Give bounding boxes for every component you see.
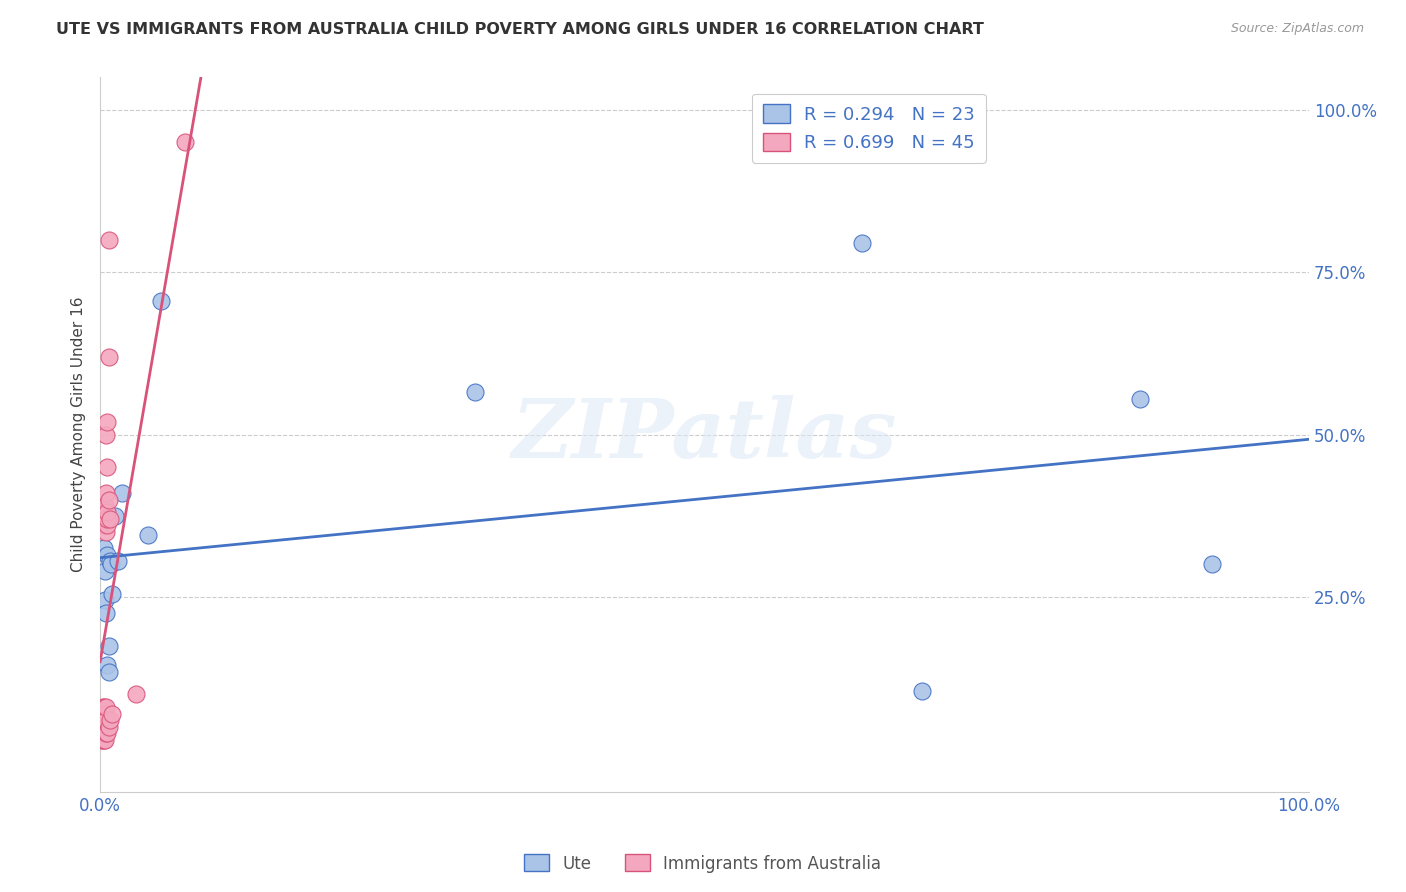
Point <box>97 233 120 247</box>
Point <box>1129 392 1152 406</box>
Point <box>94 499 117 513</box>
Point <box>93 700 115 714</box>
Point <box>101 587 124 601</box>
Point <box>101 706 124 721</box>
Point <box>96 726 118 740</box>
Point <box>125 687 148 701</box>
Text: Source: ZipAtlas.com: Source: ZipAtlas.com <box>1230 22 1364 36</box>
Legend: Ute, Immigrants from Australia: Ute, Immigrants from Australia <box>517 847 889 880</box>
Point <box>96 700 118 714</box>
Point <box>96 512 118 526</box>
Point <box>96 415 118 429</box>
Point <box>93 713 115 727</box>
Point <box>1201 558 1223 572</box>
Point <box>173 136 195 150</box>
Point <box>90 720 112 734</box>
Point <box>98 713 121 727</box>
Point <box>96 658 118 673</box>
Point <box>93 706 115 721</box>
Point <box>97 639 120 653</box>
Point <box>98 554 121 568</box>
Point <box>98 512 121 526</box>
Point <box>91 726 114 740</box>
Point <box>97 492 120 507</box>
Point <box>911 684 934 698</box>
Point <box>94 720 117 734</box>
Point <box>100 558 122 572</box>
Point <box>91 706 114 721</box>
Point <box>97 720 120 734</box>
Point <box>96 518 118 533</box>
Point <box>94 564 117 578</box>
Point <box>97 665 120 679</box>
Point <box>96 524 118 539</box>
Point <box>149 294 172 309</box>
Point <box>91 732 114 747</box>
Legend: R = 0.294   N = 23, R = 0.699   N = 45: R = 0.294 N = 23, R = 0.699 N = 45 <box>752 94 986 163</box>
Point <box>96 506 118 520</box>
Point <box>91 720 114 734</box>
Point <box>96 512 118 526</box>
Point <box>94 732 117 747</box>
Point <box>96 713 118 727</box>
Point <box>96 606 118 620</box>
Point <box>94 593 117 607</box>
Point <box>91 713 114 727</box>
Point <box>111 486 134 500</box>
Point <box>93 518 115 533</box>
Point <box>851 235 873 250</box>
Point <box>91 700 114 714</box>
Point <box>93 506 115 520</box>
Point <box>96 427 118 442</box>
Point <box>93 726 115 740</box>
Point <box>90 713 112 727</box>
Point <box>138 528 160 542</box>
Point <box>96 460 118 475</box>
Point <box>93 732 115 747</box>
Point <box>90 726 112 740</box>
Point <box>104 508 127 523</box>
Point <box>94 512 117 526</box>
Point <box>107 554 129 568</box>
Point <box>96 726 118 740</box>
Text: UTE VS IMMIGRANTS FROM AUSTRALIA CHILD POVERTY AMONG GIRLS UNDER 16 CORRELATION : UTE VS IMMIGRANTS FROM AUSTRALIA CHILD P… <box>56 22 984 37</box>
Point <box>90 732 112 747</box>
Point <box>93 720 115 734</box>
Point <box>96 486 118 500</box>
Y-axis label: Child Poverty Among Girls Under 16: Child Poverty Among Girls Under 16 <box>72 297 86 573</box>
Point <box>94 706 117 721</box>
Point <box>93 541 115 556</box>
Text: ZIPatlas: ZIPatlas <box>512 394 897 475</box>
Point <box>97 350 120 364</box>
Point <box>464 385 486 400</box>
Point <box>96 548 118 562</box>
